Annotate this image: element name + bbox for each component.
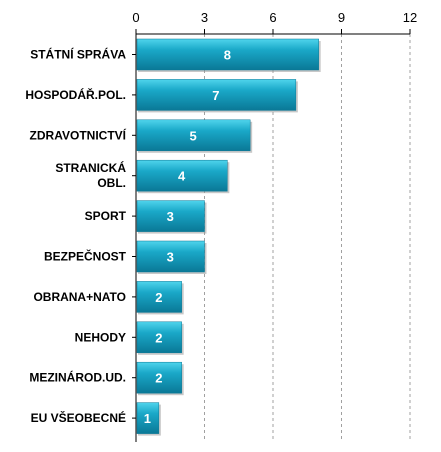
x-tick-label: 9: [338, 10, 345, 25]
category-label: NEHODY: [75, 330, 126, 344]
x-tick-label: 0: [132, 10, 139, 25]
x-tick-label: 6: [269, 10, 276, 25]
bar: [136, 79, 297, 111]
category-label: BEZPEČNOST: [44, 249, 127, 264]
bar: [136, 321, 182, 354]
bar: [136, 402, 160, 434]
bar: [136, 119, 251, 152]
bar: [136, 361, 182, 394]
data-label: 1: [144, 411, 151, 426]
category-label: STRANICKÁ: [55, 160, 126, 175]
category-label: MEZINÁROD.UD.: [29, 370, 126, 385]
category-label: STÁTNÍ SPRÁVA: [30, 47, 126, 62]
bars: 8 7 5 4 3 3 2 2 2 1: [136, 38, 321, 436]
x-tick-label: 12: [403, 10, 417, 25]
bar: [136, 159, 228, 192]
x-axis: 0 3 6 9 12: [132, 10, 417, 442]
category-label: SPORT: [85, 209, 127, 223]
data-label: 5: [189, 128, 196, 143]
category-label: HOSPODÁŘ.POL.: [25, 87, 126, 102]
data-label: 2: [155, 290, 162, 305]
bar: [136, 281, 182, 313]
data-label: 2: [155, 330, 162, 345]
bar: [136, 240, 205, 273]
data-label: 3: [167, 209, 174, 224]
x-tick-label: 3: [201, 10, 208, 25]
data-label: 4: [178, 169, 186, 184]
data-label: 8: [224, 48, 231, 63]
category-labels: STÁTNÍ SPRÁVA HOSPODÁŘ.POL. ZDRAVOTNICTVÍ S…: [25, 47, 126, 426]
category-label: ZDRAVOTNICTVÍ: [30, 127, 127, 142]
bar: [136, 200, 205, 232]
data-label: 3: [167, 250, 174, 265]
category-label: OBRANA+NATO: [33, 290, 126, 304]
category-label: EU VŠEOBECNÉ: [31, 410, 126, 425]
data-label: 7: [212, 88, 219, 103]
data-label: 2: [155, 371, 162, 386]
bar: [136, 38, 319, 71]
category-label: OBL.: [97, 176, 126, 190]
